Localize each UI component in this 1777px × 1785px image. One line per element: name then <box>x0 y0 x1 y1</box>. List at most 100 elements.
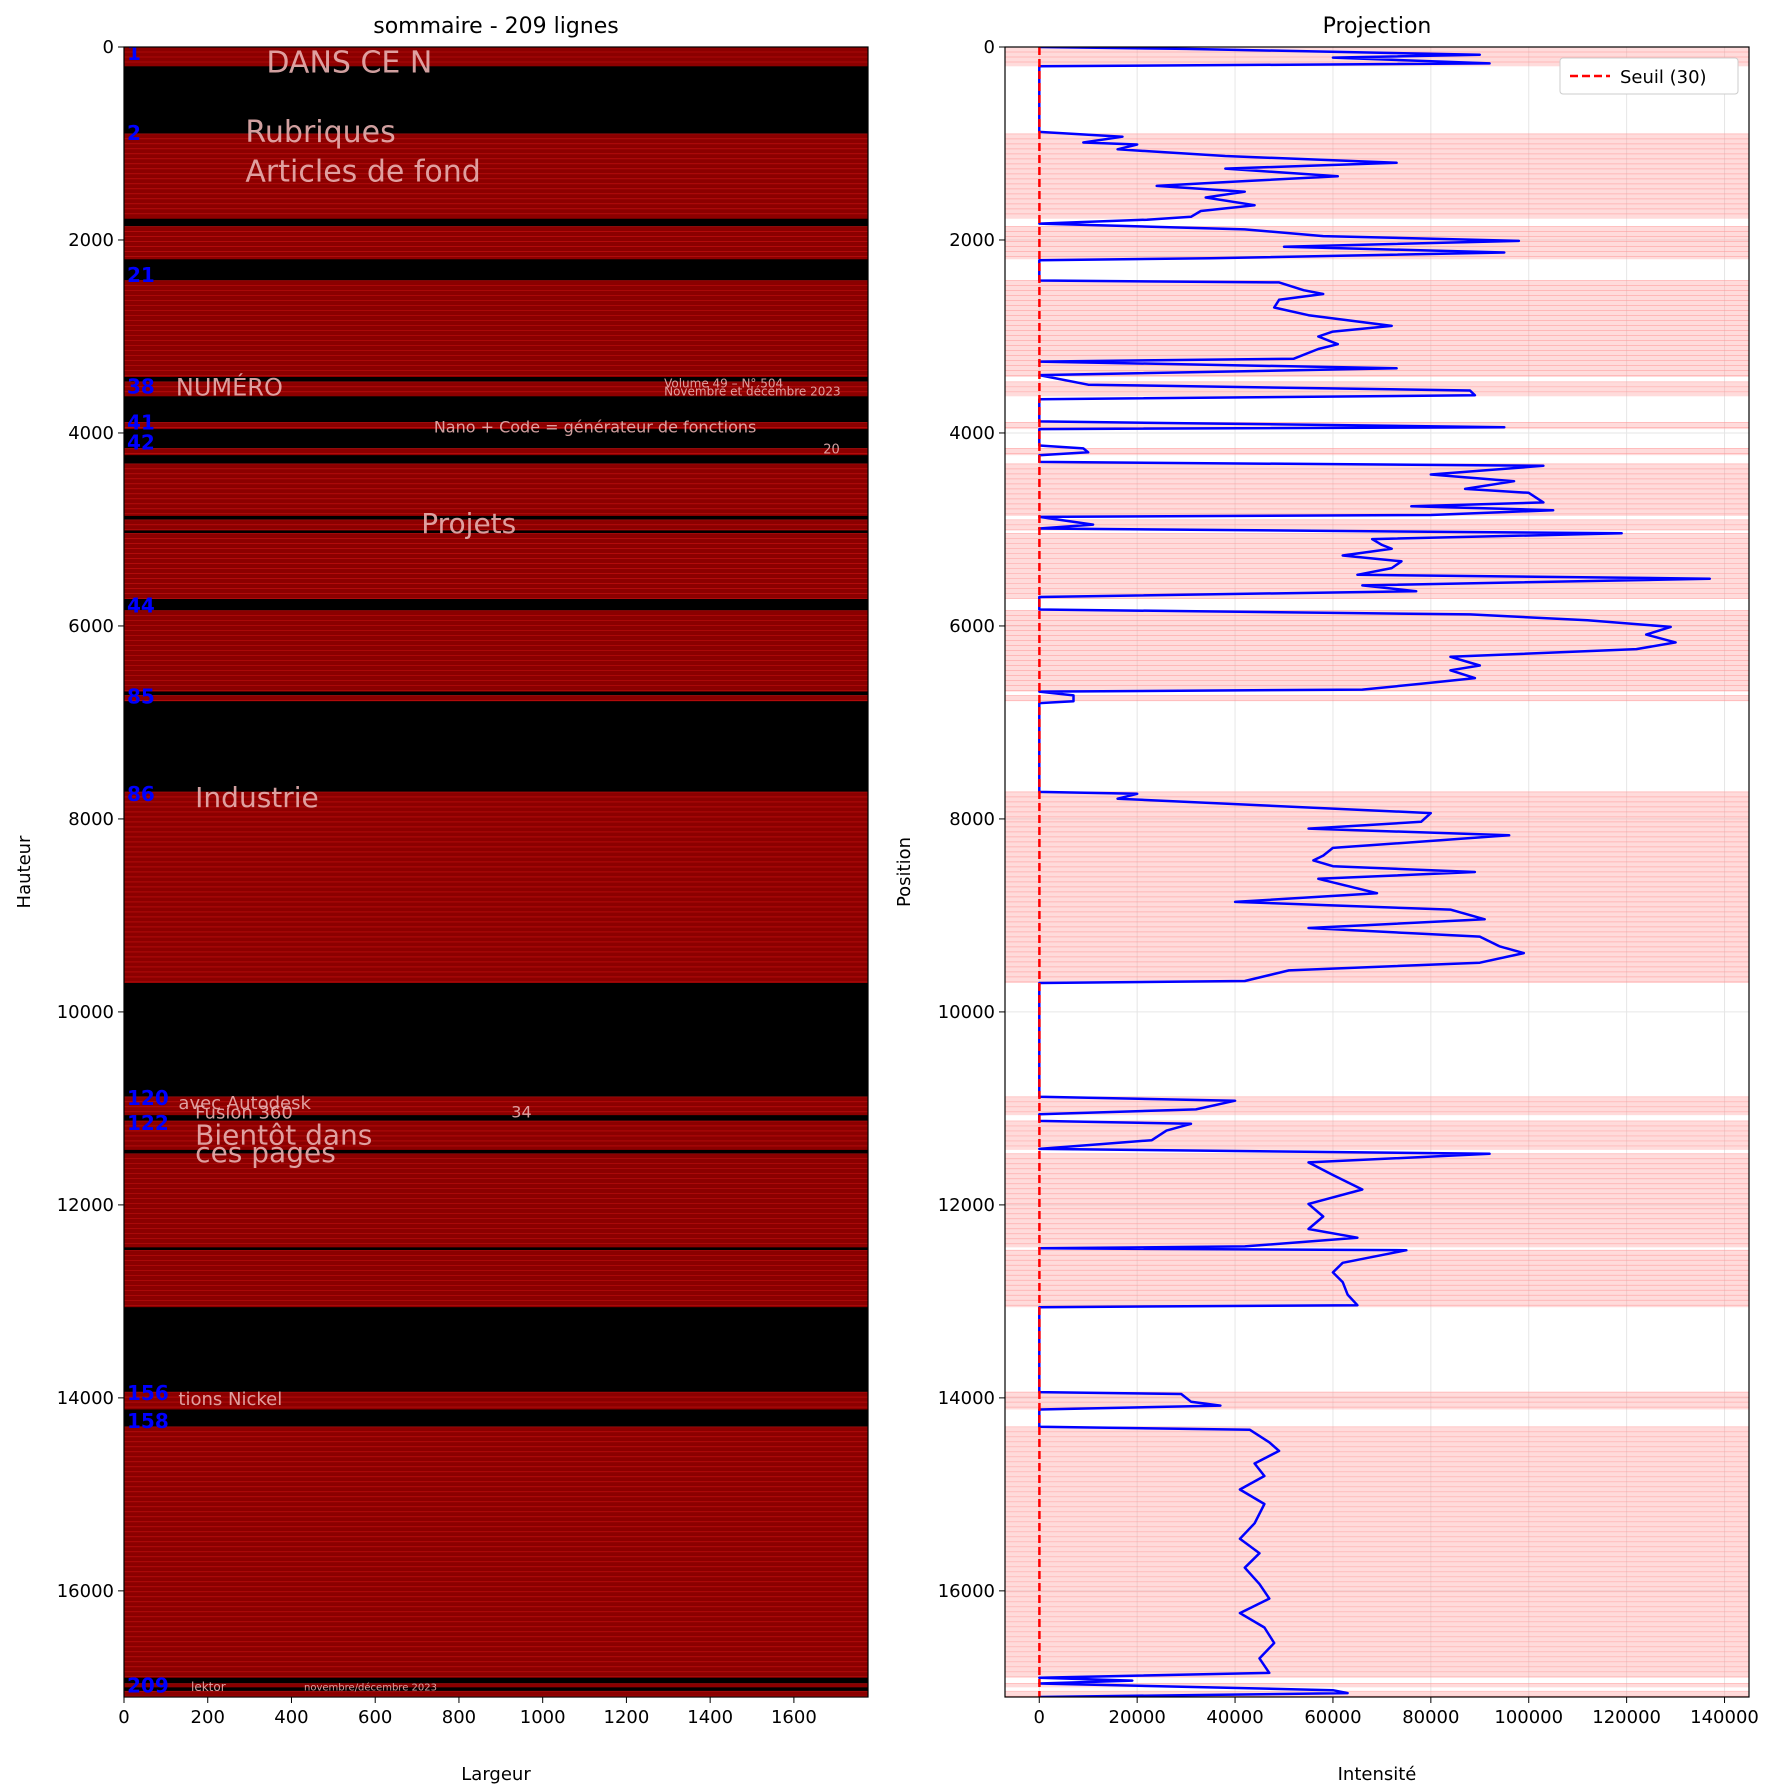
left-plot-frame <box>123 46 869 1698</box>
y-tick-label: 0 <box>984 37 995 58</box>
right-plot-frame <box>1004 46 1750 1698</box>
right-chart-title: Projection <box>1323 14 1432 39</box>
left-panel: sommaire - 209 lignes DANS CE N Rubriques… <box>14 14 869 1785</box>
legend: Seuil (30) <box>1559 57 1739 95</box>
text-band <box>1005 791 1749 983</box>
line-number-label: 158 <box>127 1409 169 1433</box>
y-tick-label: 4000 <box>949 423 995 444</box>
x-tick-label: 80000 <box>1402 1707 1459 1728</box>
right-y-label: Position <box>894 837 915 907</box>
text-band <box>1005 1683 1749 1688</box>
page-text: Nano + Code = générateur de fonctions <box>434 418 757 437</box>
text-band <box>124 422 868 430</box>
x-tick-label: 1400 <box>687 1707 733 1728</box>
legend-box <box>1559 57 1739 95</box>
y-tick-label: 10000 <box>938 1002 995 1023</box>
x-tick-label: 40000 <box>1206 1707 1263 1728</box>
y-tick-label: 2000 <box>68 230 114 251</box>
x-tick-label: 400 <box>274 1707 308 1728</box>
y-tick-label: 12000 <box>57 1195 114 1216</box>
x-tick-label: 120000 <box>1592 1707 1661 1728</box>
text-band <box>124 1392 868 1410</box>
page-text: avec Autodesk <box>178 1093 311 1114</box>
line-number-label: 120 <box>127 1086 169 1110</box>
left-x-label: Largeur <box>461 1764 531 1785</box>
line-number-label: 44 <box>127 594 155 618</box>
x-tick-label: 600 <box>358 1707 392 1728</box>
page-text: Projets <box>421 507 516 540</box>
page-text: Rubriques <box>245 115 395 150</box>
y-tick-label: 0 <box>103 37 114 58</box>
right-x-label: Intensité <box>1338 1764 1417 1785</box>
line-number-label: 122 <box>127 1111 169 1135</box>
text-band <box>1005 695 1749 702</box>
line-number-label: 21 <box>127 263 155 287</box>
line-number-label: 209 <box>127 1673 169 1697</box>
text-band <box>1005 1153 1749 1248</box>
page-text: Industrie <box>195 781 319 814</box>
page-text: Bientôt dans <box>195 1119 372 1152</box>
line-number-label: 2 <box>127 121 141 145</box>
x-tick-label: 60000 <box>1304 1707 1361 1728</box>
line-number-label: 38 <box>127 375 155 399</box>
right-y-ticks: 0 2000 4000 6000 8000 10000 12000 14000 16000 <box>938 37 1005 1602</box>
y-tick-label: 6000 <box>949 616 995 637</box>
text-band <box>1005 1691 1749 1697</box>
text-band <box>124 519 868 531</box>
line-number-label: 156 <box>127 1381 169 1405</box>
text-band <box>124 610 868 692</box>
page-text: 20 <box>823 443 840 458</box>
x-tick-label: 140000 <box>1690 1707 1759 1728</box>
y-tick-label: 6000 <box>68 616 114 637</box>
page-text-group: DANS CE N Rubriques Articles de fond NUMÉRO… <box>176 46 841 1694</box>
text-band <box>124 226 868 260</box>
x-tick-label: 20000 <box>1109 1707 1166 1728</box>
text-band <box>124 1153 868 1248</box>
text-band <box>124 463 868 516</box>
y-tick-label: 4000 <box>68 423 114 444</box>
text-band <box>124 1683 868 1688</box>
line-number-label: 86 <box>127 782 155 806</box>
x-tick-label: 1200 <box>604 1707 650 1728</box>
text-band <box>124 791 868 983</box>
page-text: Articles de fond <box>245 155 480 190</box>
line-number-label: 41 <box>127 410 155 434</box>
page-text: DANS CE N <box>266 46 432 81</box>
text-band <box>124 533 868 599</box>
line-number-label: 85 <box>127 684 155 708</box>
text-band <box>124 1426 868 1678</box>
page-text: tions Nickel <box>178 1389 282 1410</box>
x-tick-label: 100000 <box>1494 1707 1563 1728</box>
text-band <box>1005 463 1749 516</box>
x-tick-label: 0 <box>118 1707 129 1728</box>
x-tick-label: 200 <box>191 1707 225 1728</box>
text-band <box>124 280 868 377</box>
page-text: Novembre et décembre 2023 <box>664 384 841 398</box>
x-tick-label: 1600 <box>771 1707 817 1728</box>
page-text: NUMÉRO <box>176 372 283 401</box>
left-y-ticks: 0 2000 4000 6000 8000 10000 12000 14000 16000 <box>57 37 124 1602</box>
right-x-ticks: 0 20000 40000 60000 80000 100000 120000 140000 <box>1034 1697 1759 1728</box>
left-y-label: Hauteur <box>14 835 35 909</box>
page-text: 34 <box>511 1103 531 1122</box>
legend-threshold-label: Seuil (30) <box>1620 67 1707 88</box>
line-number-label: 1 <box>127 41 141 65</box>
x-tick-label: 800 <box>442 1707 476 1728</box>
page-text: lektor <box>191 1680 226 1694</box>
page-text: novembre/décembre 2023 <box>304 1681 437 1693</box>
y-tick-label: 16000 <box>57 1581 114 1602</box>
text-band <box>1005 1250 1749 1308</box>
y-tick-label: 12000 <box>938 1195 995 1216</box>
text-band <box>124 448 868 456</box>
left-x-ticks: 0 200 400 600 800 1000 1200 1400 1600 <box>118 1697 817 1728</box>
text-band <box>124 381 868 397</box>
page-text: Volume 49 – N° 504 <box>664 377 783 391</box>
text-band <box>1005 1120 1749 1150</box>
x-tick-label: 0 <box>1034 1707 1045 1728</box>
text-band <box>1005 133 1749 219</box>
y-tick-label: 16000 <box>938 1581 995 1602</box>
text-band <box>1005 610 1749 692</box>
text-band <box>124 1691 868 1697</box>
